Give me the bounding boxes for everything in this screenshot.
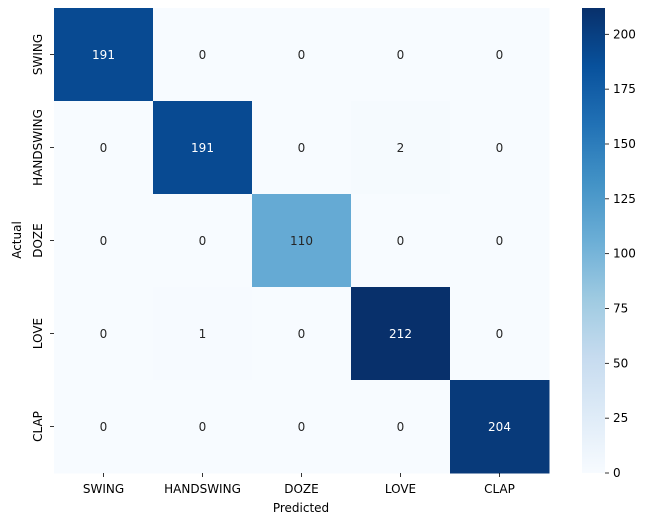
cell-value-label: 0 <box>199 420 207 434</box>
y-tick-label: CLAP <box>31 411 45 442</box>
heatmap-cell-labels: 191 0 0 0 0 0 191 0 2 0 0 0 110 0 0 0 1 0 212 0 0 0 0 0 204 <box>92 48 511 434</box>
heatmap-cell <box>54 101 154 195</box>
heatmap-cell <box>450 380 550 474</box>
cell-value-label: 191 <box>92 48 115 62</box>
heatmap-cell <box>450 194 550 288</box>
heatmap-cell <box>450 101 550 195</box>
cell-value-label: 0 <box>496 141 504 155</box>
cell-value-label: 212 <box>389 327 412 341</box>
heatmap-cell <box>450 8 550 102</box>
heatmap-cell <box>252 101 352 195</box>
heatmap-cell <box>252 194 352 288</box>
colorbar-tick-label: 0 <box>613 466 621 480</box>
heatmap-cell <box>351 380 451 474</box>
colorbar-gradient <box>582 8 605 473</box>
heatmap-cell <box>252 287 352 381</box>
cell-value-label: 2 <box>397 141 405 155</box>
cell-value-label: 0 <box>496 234 504 248</box>
cell-value-label: 0 <box>100 420 108 434</box>
cell-value-label: 0 <box>397 420 405 434</box>
heatmap-cell <box>153 287 253 381</box>
colorbar-tick-label: 50 <box>613 356 628 370</box>
cell-value-label: 0 <box>298 141 306 155</box>
heatmap-cell <box>54 8 154 102</box>
heatmap-cell <box>153 101 253 195</box>
cell-value-label: 0 <box>496 48 504 62</box>
cell-value-label: 0 <box>199 234 207 248</box>
y-tick-label: DOZE <box>31 223 45 258</box>
cell-value-label: 0 <box>397 48 405 62</box>
cell-value-label: 0 <box>298 48 306 62</box>
heatmap-cell <box>153 194 253 288</box>
y-axis: SWING HANDSWING DOZE LOVE CLAP <box>31 34 54 442</box>
heatmap-cells <box>54 8 550 474</box>
colorbar-tick-label: 100 <box>613 247 636 261</box>
x-axis: SWING HANDSWING DOZE LOVE CLAP <box>83 473 515 496</box>
x-tick-label: HANDSWING <box>164 482 241 496</box>
colorbar-tick-label: 125 <box>613 192 636 206</box>
heatmap-cell <box>351 101 451 195</box>
x-tick-label: SWING <box>83 482 124 496</box>
cell-value-label: 0 <box>199 48 207 62</box>
cell-value-label: 0 <box>100 327 108 341</box>
cell-value-label: 204 <box>488 420 511 434</box>
heatmap-cell <box>351 287 451 381</box>
cell-value-label: 0 <box>298 327 306 341</box>
x-axis-label: Predicted <box>273 501 329 515</box>
heatmap-cell <box>450 287 550 381</box>
y-axis-label: Actual <box>10 221 24 259</box>
x-tick-label: LOVE <box>385 482 416 496</box>
colorbar-tick-label: 200 <box>613 27 636 41</box>
colorbar-tick-label: 150 <box>613 137 636 151</box>
cell-value-label: 110 <box>290 234 313 248</box>
heatmap-cell <box>351 194 451 288</box>
colorbar-tick-label: 75 <box>613 301 628 315</box>
heatmap-cell <box>252 380 352 474</box>
heatmap-cell <box>153 8 253 102</box>
cell-value-label: 0 <box>397 234 405 248</box>
cell-value-label: 191 <box>191 141 214 155</box>
colorbar: 0 25 50 75 100 125 150 175 200 <box>582 8 636 480</box>
heatmap-cell <box>252 8 352 102</box>
x-tick-label: DOZE <box>284 482 319 496</box>
cell-value-label: 0 <box>100 141 108 155</box>
colorbar-tick-label: 25 <box>613 411 628 425</box>
cell-value-label: 0 <box>100 234 108 248</box>
heatmap-cell <box>54 287 154 381</box>
cell-value-label: 1 <box>199 327 207 341</box>
heatmap-cell <box>54 194 154 288</box>
x-tick-label: CLAP <box>484 482 515 496</box>
cell-value-label: 0 <box>298 420 306 434</box>
y-tick-label: LOVE <box>31 318 45 349</box>
y-tick-label: HANDSWING <box>31 109 45 186</box>
y-tick-label: SWING <box>31 34 45 75</box>
cell-value-label: 0 <box>496 327 504 341</box>
colorbar-tick-label: 175 <box>613 82 636 96</box>
heatmap-cell <box>153 380 253 474</box>
heatmap-cell <box>351 8 451 102</box>
heatmap-cell <box>54 380 154 474</box>
